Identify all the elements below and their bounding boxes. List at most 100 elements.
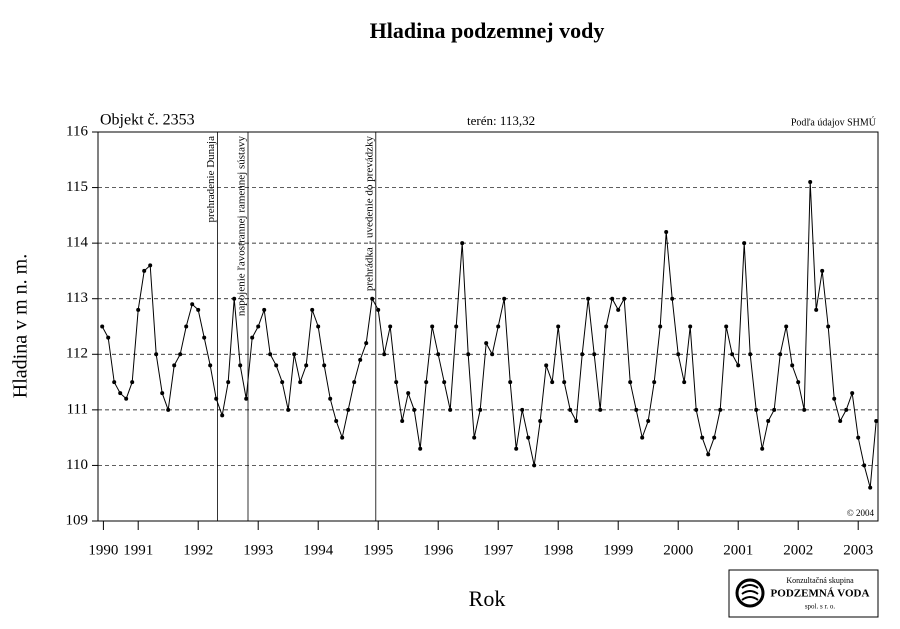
event-label: prehradenie Dunaja	[205, 136, 217, 223]
data-point	[796, 380, 801, 385]
logo-text: spol. s r. o.	[805, 603, 836, 611]
data-point	[784, 324, 789, 329]
data-point	[112, 380, 117, 385]
x-tick-label: 1999	[603, 542, 633, 558]
data-point	[400, 418, 405, 423]
data-point	[868, 485, 873, 490]
event-label: prehrádka - uvedenie do prevádzky	[363, 136, 375, 292]
logo-icon	[735, 578, 765, 608]
data-point	[106, 335, 111, 340]
data-point	[856, 435, 861, 440]
data-point	[262, 307, 267, 312]
data-point	[268, 352, 273, 357]
data-point	[448, 407, 453, 412]
data-point	[652, 380, 657, 385]
logo-waves	[741, 584, 759, 601]
data-point	[508, 380, 513, 385]
data-point	[694, 407, 699, 412]
data-point	[490, 352, 495, 357]
data-point	[298, 380, 303, 385]
data-point	[364, 341, 369, 346]
data-point	[838, 418, 843, 423]
chart-title: Hladina podzemnej vody	[370, 18, 605, 43]
data-point	[166, 407, 171, 412]
data-point	[472, 435, 477, 440]
data-point	[274, 363, 279, 368]
data-point	[742, 241, 747, 246]
data-point	[802, 407, 807, 412]
data-point	[322, 363, 327, 368]
data-point	[280, 380, 285, 385]
data-point	[676, 352, 681, 357]
data-point	[136, 307, 141, 312]
data-point	[394, 380, 399, 385]
data-point	[754, 407, 759, 412]
data-point	[424, 380, 429, 385]
logo-text: PODZEMNÁ VODA	[771, 588, 870, 600]
data-point	[340, 435, 345, 440]
data-point	[220, 413, 225, 418]
x-tick-label: 2000	[663, 542, 693, 558]
data-point	[454, 324, 459, 329]
data-point	[148, 263, 153, 268]
data-point	[172, 363, 177, 368]
copyright: © 2004	[847, 508, 875, 518]
data-point	[538, 418, 543, 423]
data-point	[592, 352, 597, 357]
series-line	[101, 181, 877, 488]
data-point	[286, 407, 291, 412]
source-label: Podľa údajov SHMÚ	[791, 116, 877, 128]
logo-text: Konzultačná skupina	[786, 576, 854, 585]
logo: Konzultačná skupina PODZEMNÁ VODA spol. …	[728, 569, 879, 618]
data-point	[532, 463, 537, 468]
data-point	[208, 363, 213, 368]
data-point	[682, 380, 687, 385]
data-point	[568, 407, 573, 412]
data-point	[412, 407, 417, 412]
data-point	[772, 407, 777, 412]
data-point	[316, 324, 321, 329]
y-tick-label: 110	[66, 457, 88, 473]
x-tick-label: 1996	[423, 542, 454, 558]
x-tick-label: 1992	[183, 542, 213, 558]
data-point	[310, 307, 315, 312]
data-point	[862, 463, 867, 468]
data-point	[700, 435, 705, 440]
data-point	[718, 407, 723, 412]
data-point	[850, 391, 855, 396]
data-point	[550, 380, 555, 385]
data-point	[580, 352, 585, 357]
x-axis-title: Rok	[469, 586, 506, 611]
data-point	[226, 380, 231, 385]
x-tick-label: 1991	[123, 542, 153, 558]
data-point	[502, 296, 507, 301]
x-tick-label: 2002	[783, 542, 813, 558]
event-label: napojenie ľavostrannej ramennej sústavy	[236, 136, 248, 317]
data-point	[610, 296, 615, 301]
y-tick-label: 112	[66, 346, 88, 362]
data-point	[556, 324, 561, 329]
data-point	[124, 396, 129, 401]
data-point	[214, 396, 219, 401]
data-point	[544, 363, 549, 368]
data-point	[418, 446, 423, 451]
object-label: Objekt č. 2353	[100, 112, 195, 129]
x-tick-label: 2001	[723, 542, 753, 558]
data-point	[232, 296, 237, 301]
data-point	[598, 407, 603, 412]
data-point	[466, 352, 471, 357]
data-point	[430, 324, 435, 329]
data-point	[442, 380, 447, 385]
data-point	[238, 363, 243, 368]
data-point	[574, 418, 579, 423]
data-point	[100, 324, 105, 329]
x-tick-label: 1994	[303, 542, 334, 558]
data-point	[628, 380, 633, 385]
data-point	[808, 180, 813, 185]
data-point	[304, 363, 309, 368]
data-point	[178, 352, 183, 357]
plot-frame	[97, 131, 879, 522]
data-point	[820, 268, 825, 273]
y-tick-label: 114	[66, 235, 88, 251]
